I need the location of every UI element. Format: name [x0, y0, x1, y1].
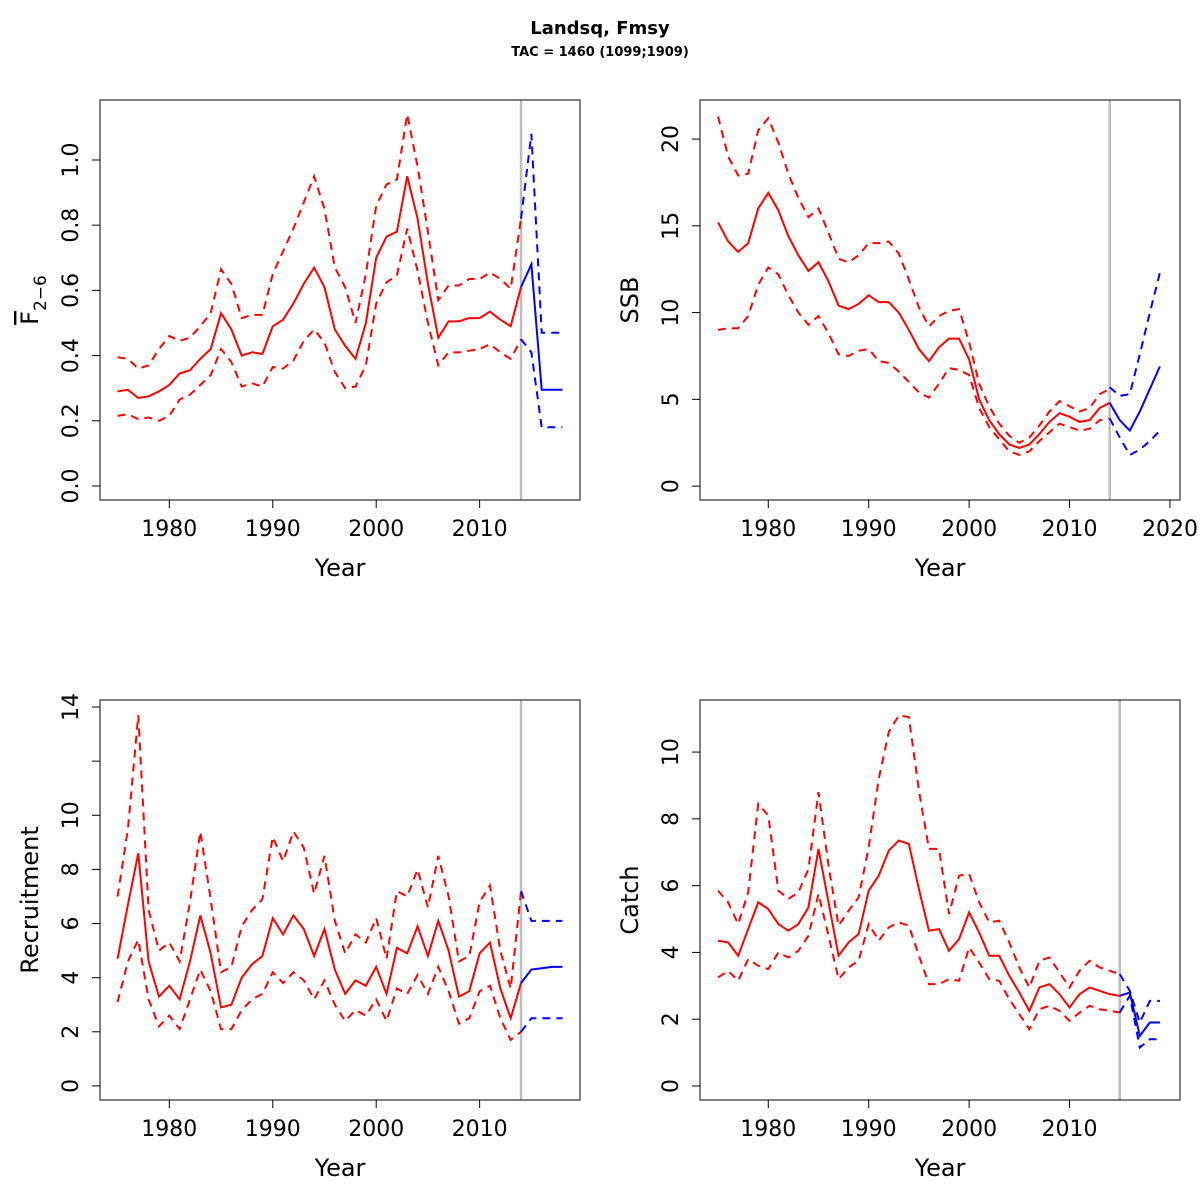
y-tick-label: 2 [59, 1025, 84, 1039]
y-tick-label: 10 [659, 299, 684, 327]
series-line [717, 190, 1111, 449]
x-tick-label: 1990 [841, 1117, 897, 1142]
series-line [520, 965, 563, 984]
series-line [1118, 993, 1160, 1050]
x-tick-label: 2000 [941, 517, 997, 542]
series-line [1118, 973, 1160, 1026]
y-tick-label: 0 [659, 1079, 684, 1093]
series-line [1109, 272, 1161, 397]
y-tick-label: 0.2 [59, 403, 84, 438]
x-tick-label: 1980 [141, 1117, 197, 1142]
series-line [717, 839, 1120, 1014]
x-tick-label: 2020 [1142, 517, 1198, 542]
x-tick-label: 1990 [245, 1117, 301, 1142]
x-tick-label: 2010 [1042, 517, 1098, 542]
y-tick-label: 0.0 [59, 468, 84, 503]
series-line [117, 176, 522, 400]
x-tick-label: 1980 [740, 1117, 796, 1142]
y-axis-title-main: F [16, 311, 44, 325]
y-tick-label: 8 [59, 862, 84, 876]
y-tick-label: 4 [659, 945, 684, 959]
y-axis-title: Catch [616, 865, 644, 934]
y-axis-title: Recruitment [16, 826, 44, 973]
y-axis-title-main: SSB [616, 277, 644, 324]
y-tick-label: 5 [659, 392, 684, 406]
plot-frame [99, 699, 581, 1101]
y-tick-label: 1.0 [59, 142, 84, 177]
x-axis-title: Year [314, 554, 366, 582]
y-tick-label: 20 [659, 125, 684, 153]
series-line [116, 852, 522, 1022]
panel: 1980 1990 2000 2010 2020 0 5 10 15 20 Year SSB [616, 99, 1198, 582]
x-tick-label: 1980 [740, 517, 796, 542]
panel: 1980 1990 2000 2010 0 2 4 6 8 10 Year Catch [616, 699, 1181, 1182]
x-axis-title: Year [314, 1154, 366, 1182]
series-line [520, 260, 563, 391]
series-line [717, 266, 1110, 456]
y-tick-label: 0 [59, 1079, 84, 1093]
y-axis-title-main: Recruitment [16, 826, 44, 973]
y-tick-label: 0.8 [59, 208, 84, 243]
panel: 1980 1990 2000 2010 0.0 0.2 0.4 0.6 0.8 1.0 Year F2… [16, 99, 581, 582]
y-tick-label: 0.6 [59, 273, 84, 308]
series-line [117, 114, 523, 370]
x-tick-label: 2010 [452, 1117, 508, 1142]
figure-title: Landsq, Fmsy [530, 18, 670, 39]
x-tick-label: 2000 [941, 1117, 997, 1142]
series-line [520, 1017, 563, 1033]
x-tick-label: 1990 [245, 517, 301, 542]
y-tick-label: 6 [59, 917, 84, 931]
series-line [1108, 417, 1161, 457]
y-tick-label: 4 [59, 971, 84, 985]
y-tick-label: 2 [659, 1012, 684, 1026]
series-line [717, 116, 1111, 444]
y-tick-label: 6 [659, 879, 684, 893]
series-line [520, 890, 563, 922]
series-line [717, 893, 1120, 1032]
series-line [116, 715, 523, 989]
x-axis-title: Year [914, 1154, 966, 1182]
plot-frame [699, 699, 1181, 1101]
x-tick-label: 1990 [841, 517, 897, 542]
series-line [717, 714, 1121, 990]
x-tick-label: 1980 [141, 517, 197, 542]
figure-subtitle: TAC = 1460 (1099;1909) [511, 45, 689, 60]
series-line [520, 133, 563, 334]
plot-frame [699, 99, 1181, 501]
series-line [116, 936, 522, 1042]
y-tick-label: 10 [59, 801, 84, 829]
x-tick-label: 2000 [348, 1117, 404, 1142]
plot-frame [99, 99, 581, 501]
x-tick-label: 2010 [1042, 1117, 1098, 1142]
y-tick-label: 0.4 [59, 338, 84, 373]
x-tick-label: 2010 [452, 517, 508, 542]
y-tick-label: 14 [59, 693, 84, 721]
y-axis-title: SSB [616, 277, 644, 324]
y-tick-label: 0 [659, 479, 684, 493]
series-line [117, 228, 522, 422]
y-axis-title-main: Catch [616, 865, 644, 934]
y-tick-label: 8 [659, 812, 684, 826]
panel: 1980 1990 2000 2010 0 2 4 6 8 10 14 Year Recruitment [16, 693, 581, 1182]
y-tick-label: 10 [659, 738, 684, 766]
x-axis-title: Year [914, 554, 966, 582]
y-axis-title: F2−6 [16, 275, 51, 325]
series-line [1119, 991, 1160, 1039]
series-line [1108, 365, 1161, 433]
x-tick-label: 2000 [348, 517, 404, 542]
y-tick-label: 15 [659, 212, 684, 240]
y-axis-title-sub: 2−6 [31, 275, 51, 311]
